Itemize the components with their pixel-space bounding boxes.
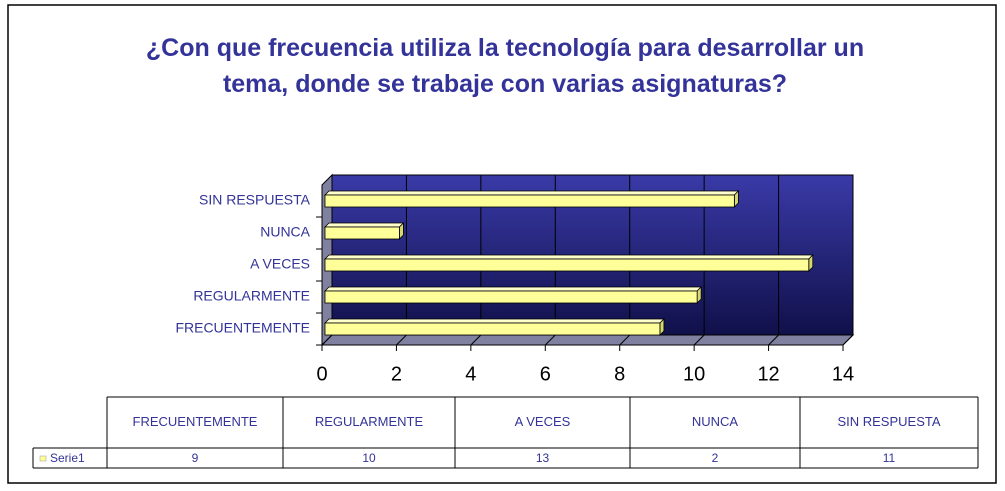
table-value: 9 — [192, 451, 199, 465]
legend-label: Serie1 — [50, 451, 85, 465]
bar-top — [324, 254, 814, 260]
grid-line — [619, 334, 631, 346]
grid-line — [768, 334, 779, 346]
bar-top — [324, 286, 703, 292]
bar-front — [324, 226, 400, 240]
bar — [324, 190, 740, 208]
bar — [324, 286, 703, 304]
table-header: FRECUENTEMENTE — [133, 414, 258, 429]
x-tick-label: 8 — [614, 363, 625, 385]
grid-line — [544, 334, 556, 346]
x-tick-label: 0 — [316, 363, 327, 385]
table-header: NUNCA — [692, 414, 739, 429]
y-tick-label: NUNCA — [260, 224, 310, 240]
bar-front — [324, 322, 661, 336]
table-header: SIN RESPUESTA — [837, 414, 940, 429]
x-tick-label: 2 — [391, 363, 402, 385]
grid-line — [842, 334, 854, 346]
frame — [7, 4, 997, 484]
bar — [324, 254, 814, 272]
table-value: 11 — [883, 451, 896, 465]
bar-front — [324, 290, 698, 304]
bar-top — [324, 190, 740, 196]
bar-front — [324, 194, 735, 208]
table-header: A VECES — [515, 414, 571, 429]
bar-top — [324, 222, 405, 228]
y-tick-label: SIN RESPUESTA — [199, 192, 311, 208]
x-tick-label: 14 — [832, 363, 854, 385]
grid-line — [470, 334, 482, 346]
table-header: REGULARMENTE — [315, 414, 424, 429]
bar — [324, 222, 405, 240]
legend-swatch — [39, 455, 47, 462]
table-value: 2 — [712, 451, 719, 465]
chart-title: ¿Con que frecuencia utiliza la tecnologí… — [145, 34, 865, 98]
x-tick-label: 12 — [757, 363, 779, 385]
grid-line — [321, 334, 333, 346]
grid-line — [693, 334, 705, 346]
x-tick-label: 6 — [540, 363, 551, 385]
bar-front — [324, 258, 810, 272]
grid-line — [396, 334, 407, 346]
bar-top — [324, 318, 665, 324]
bar — [324, 318, 665, 336]
x-tick-label: 10 — [683, 363, 705, 385]
y-tick-label: A VECES — [250, 256, 310, 272]
x-tick-label: 4 — [465, 363, 476, 385]
table-value: 10 — [362, 451, 376, 465]
table-value: 13 — [536, 451, 550, 465]
y-tick-label: REGULARMENTE — [193, 288, 310, 304]
y-tick-label: FRECUENTEMENTE — [175, 320, 310, 336]
